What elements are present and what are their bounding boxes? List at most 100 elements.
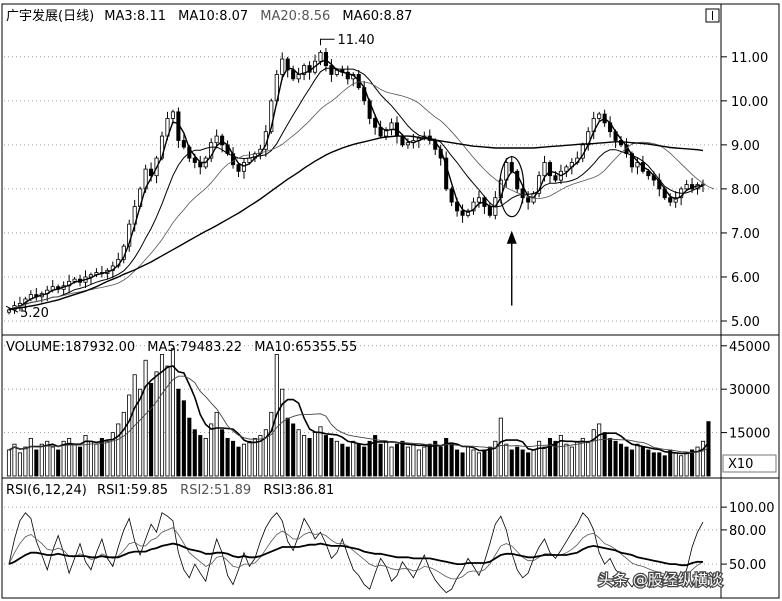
candle-body: [127, 223, 132, 247]
volume-ma10-line: [8, 375, 709, 454]
ma60-label: MA60:8.87: [342, 9, 412, 24]
volume-bar: [591, 429, 596, 477]
volume-bar: [198, 435, 203, 477]
volume-bar: [613, 440, 618, 477]
candle-body: [285, 58, 290, 71]
volume-bar: [433, 440, 438, 477]
volume-bar: [285, 417, 290, 477]
volume-bar: [110, 432, 115, 477]
volume-bar: [449, 443, 454, 477]
candle-body: [181, 140, 186, 148]
volume-bar: [618, 443, 624, 477]
candle-body: [465, 210, 471, 216]
volume-bar: [438, 446, 443, 477]
volume-bar: [291, 423, 296, 477]
rsi1-label: RSI1:59.85: [97, 483, 168, 498]
candle-body: [192, 157, 197, 163]
volume-bars: [6, 348, 711, 477]
volume-bar: [629, 449, 635, 477]
candle-body: [220, 135, 225, 146]
volume-bar: [209, 423, 214, 477]
candle-body: [547, 162, 553, 177]
candle-body: [476, 197, 481, 203]
volume-bar: [455, 449, 460, 477]
volume-bar: [105, 440, 110, 477]
rsi-tick-labels: 100.00 80.00 50.00: [721, 501, 775, 573]
volume-bar: [537, 440, 542, 477]
volume-bar: [17, 452, 22, 477]
volume-bar: [307, 437, 312, 477]
rsi-gridlines: [4, 506, 721, 565]
volume-bar: [367, 440, 372, 477]
rsi-rsi3-line: [8, 542, 704, 567]
volume-bar: [542, 446, 547, 477]
volume-bar: [181, 400, 186, 477]
volume-bar: [635, 443, 640, 477]
volume-bar: [504, 443, 509, 477]
candle-body: [646, 170, 651, 177]
volume-bar: [214, 411, 219, 477]
high-annotation: 11.40: [320, 33, 375, 48]
ma3-label: MA3:8.11: [104, 9, 166, 24]
highlight-ellipse: [499, 156, 525, 218]
volume-bar: [373, 435, 378, 477]
candle-body: [280, 58, 285, 75]
volume-tick-label: 45000: [729, 340, 770, 355]
maximize-icon[interactable]: [705, 8, 720, 23]
volume-bar: [6, 449, 12, 477]
candle-body: [72, 278, 77, 282]
rsi-rsi1-line: [8, 512, 704, 594]
rsi-lines: [8, 512, 704, 594]
volume-tick-labels: 45000 30000 15000: [721, 340, 770, 442]
candle-body: [329, 65, 334, 75]
volume-tick-label: 30000: [729, 383, 770, 398]
volume-bar: [280, 388, 285, 477]
price-ma60-line: [8, 135, 704, 311]
price-tick-label: 7.00: [731, 227, 760, 242]
volume-bar: [657, 452, 662, 477]
volume-bar: [690, 449, 695, 477]
volume-bar: [471, 449, 476, 477]
candle-body: [405, 142, 410, 146]
volume-bar: [482, 449, 487, 477]
rsi-panel-frame: [1, 477, 780, 599]
volume-bar: [12, 443, 17, 477]
volume-bar: [302, 435, 307, 477]
price-tick-label: 10.00: [731, 95, 768, 110]
volume-bar: [34, 449, 39, 477]
volume-bar: [94, 443, 99, 477]
volume-unit-badge: X10: [722, 454, 777, 473]
candle-body: [241, 162, 247, 172]
candle-body: [553, 175, 558, 181]
volume-bar: [378, 443, 383, 477]
volume-bar: [28, 437, 33, 477]
volume-bar: [50, 446, 55, 477]
volume-bar: [558, 435, 563, 477]
svg-text:RSI(6,12,24) RSI1:59.85: RSI(6,12,24) RSI1:59.85 RSI2:51.89 RSI3:…: [6, 483, 334, 498]
candle-body: [373, 118, 378, 128]
volume-bar: [176, 388, 181, 477]
volume-bar: [569, 446, 574, 477]
candle-body: [509, 162, 514, 172]
volume-unit-label: X10: [728, 457, 753, 472]
volume-bar: [684, 452, 689, 477]
volume-bar: [121, 411, 126, 477]
rsi-title: RSI(6,12,24): [6, 483, 87, 498]
volume-bar: [389, 446, 394, 477]
rsi3-label: RSI3:86.81: [263, 483, 334, 498]
rsi-tick-label: 100.00: [729, 501, 775, 516]
candle-body: [209, 142, 214, 159]
price-ma20-line: [8, 81, 715, 311]
rsi-tick-label: 50.00: [729, 558, 766, 573]
candle-body: [635, 162, 640, 168]
volume-bar: [575, 440, 580, 477]
volume-bar: [427, 443, 432, 477]
candle-body: [618, 140, 624, 146]
volume-bar: [444, 437, 449, 477]
volume-bar: [465, 446, 471, 477]
candle-body: [471, 201, 476, 212]
volume-bar: [269, 411, 274, 477]
candle-body: [542, 162, 547, 177]
volume-bar: [329, 437, 334, 477]
